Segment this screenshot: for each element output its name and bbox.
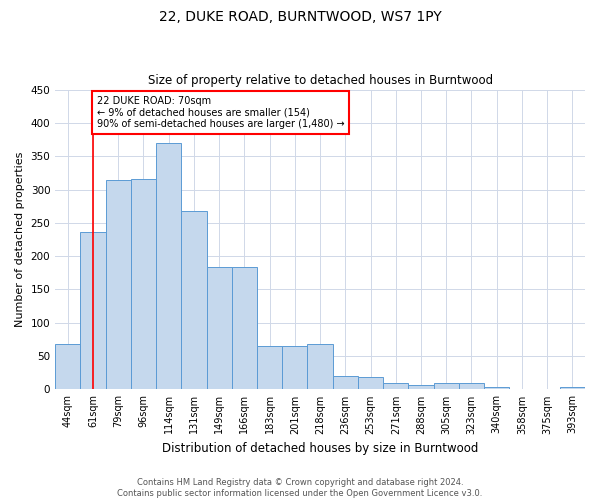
Bar: [282, 346, 307, 390]
Bar: [131, 179, 156, 390]
Bar: [459, 383, 484, 390]
Bar: [560, 388, 585, 390]
Bar: [332, 376, 358, 390]
Text: 22, DUKE ROAD, BURNTWOOD, WS7 1PY: 22, DUKE ROAD, BURNTWOOD, WS7 1PY: [158, 10, 442, 24]
Bar: [156, 143, 181, 390]
Bar: [409, 385, 434, 390]
Title: Size of property relative to detached houses in Burntwood: Size of property relative to detached ho…: [148, 74, 493, 87]
Bar: [535, 389, 560, 390]
Bar: [232, 267, 257, 390]
Bar: [181, 211, 206, 390]
Bar: [106, 180, 131, 390]
Bar: [383, 383, 409, 390]
Bar: [434, 384, 459, 390]
X-axis label: Distribution of detached houses by size in Burntwood: Distribution of detached houses by size …: [162, 442, 478, 455]
Bar: [80, 232, 106, 390]
Bar: [55, 344, 80, 390]
Bar: [484, 388, 509, 390]
Y-axis label: Number of detached properties: Number of detached properties: [15, 152, 25, 327]
Bar: [206, 268, 232, 390]
Text: Contains HM Land Registry data © Crown copyright and database right 2024.
Contai: Contains HM Land Registry data © Crown c…: [118, 478, 482, 498]
Bar: [307, 344, 332, 390]
Bar: [358, 378, 383, 390]
Bar: [257, 346, 282, 390]
Bar: [509, 389, 535, 390]
Text: 22 DUKE ROAD: 70sqm
← 9% of detached houses are smaller (154)
90% of semi-detach: 22 DUKE ROAD: 70sqm ← 9% of detached hou…: [97, 96, 344, 130]
